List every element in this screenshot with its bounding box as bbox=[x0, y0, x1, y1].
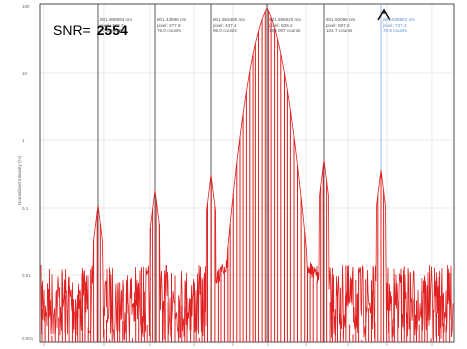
marker-annotation-line: 70.8 counts bbox=[383, 28, 407, 34]
marker-annotation-line: pixel: 597.0 bbox=[326, 22, 350, 28]
y-tick-label: 10 bbox=[22, 71, 28, 76]
y-axis-label: Normalized Intensity (%) bbox=[17, 155, 22, 205]
marker-annotation-m2: 801.43898 nm pixel: 277.9 76.0 counts bbox=[157, 17, 186, 34]
spectrum-line bbox=[40, 7, 454, 341]
marker-annotation-line: 77.0 counts bbox=[100, 28, 124, 34]
marker-annotation-m1: 801.908893 nm pixel: 139.7 77.0 counts bbox=[100, 17, 132, 34]
marker-annotation-line: 96.0 counts bbox=[213, 28, 237, 34]
y-tick-label: 1 bbox=[22, 138, 25, 143]
marker-annotation-line: pixel: 277.9 bbox=[157, 22, 181, 28]
marker-annotation-line: 801.939862 nm bbox=[383, 17, 415, 22]
marker-annotation-line: 801.92096 nm bbox=[326, 17, 356, 22]
y-tick-label: 100 bbox=[22, 4, 30, 9]
marker-annotation-line: 801.963485 nm bbox=[213, 17, 245, 22]
snr-readout: SNR= 2554 bbox=[53, 22, 128, 38]
plot-grid bbox=[40, 4, 454, 342]
cursor-icon[interactable] bbox=[376, 8, 392, 22]
y-tick-label: 0.001 bbox=[22, 336, 34, 341]
marker-annotation-line: 76.0 counts bbox=[157, 28, 181, 34]
marker-annotation-line: 196 007 counts bbox=[269, 28, 301, 34]
marker-annotation-m5: 801.92096 nm pixel: 597.0 104.7 counts bbox=[326, 17, 355, 34]
x-axis-ticks bbox=[43, 342, 433, 346]
marker-annotation-line: 801.43898 nm bbox=[157, 17, 187, 22]
marker-annotation-line: pixel: 737.4 bbox=[383, 22, 407, 28]
plot-area-frame bbox=[39, 3, 455, 343]
marker-annotation-line: pixel: 509.2 bbox=[269, 22, 293, 28]
marker-annotation-line: 801.895620 nm bbox=[269, 17, 301, 22]
marker-annotation-line: pixel: 437.4 bbox=[213, 22, 237, 28]
marker-annotation-m3: 801.963485 nm pixel: 437.4 96.0 counts bbox=[213, 17, 245, 34]
y-tick-label: 0.1 bbox=[22, 206, 29, 211]
marker-annotation-m6: 801.939862 nm pixel: 737.4 70.8 counts bbox=[383, 17, 415, 34]
y-tick-label: 0.01 bbox=[22, 273, 31, 278]
marker-annotation-line: 104.7 counts bbox=[326, 28, 353, 34]
snr-label: SNR= bbox=[53, 22, 91, 38]
snr-value: 2554 bbox=[96, 22, 128, 38]
spectrum-trace bbox=[40, 7, 454, 342]
marker-annotation-line: 801.908893 nm bbox=[100, 17, 132, 22]
marker-annotation-line: pixel: 139.7 bbox=[100, 22, 124, 28]
marker-annotation-m4: 801.895620 nm pixel: 509.2 196 007 counts bbox=[269, 17, 301, 34]
